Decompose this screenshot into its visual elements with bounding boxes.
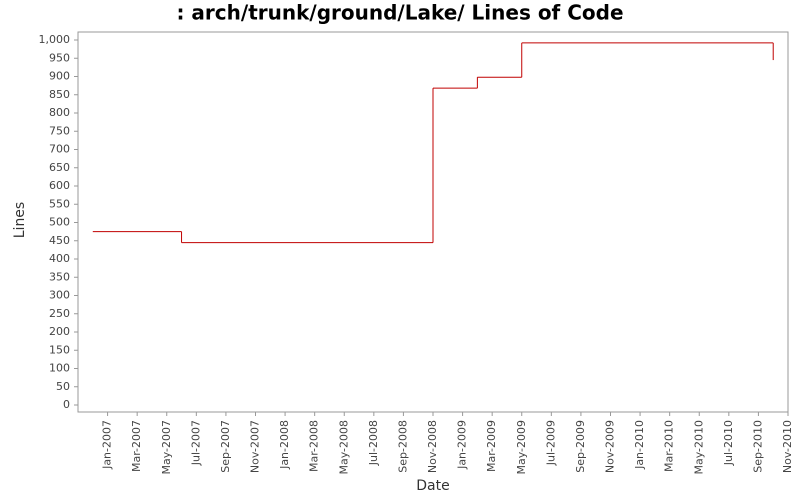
- x-tick-label: Nov-2007: [249, 420, 262, 473]
- y-tick-label: 200: [49, 325, 70, 338]
- y-tick-label: 450: [49, 234, 70, 247]
- x-tick-label: Jul-2010: [722, 420, 735, 466]
- y-tick-label: 550: [49, 197, 70, 210]
- y-tick-label: 250: [49, 307, 70, 320]
- x-tick-label: May-2007: [160, 420, 173, 475]
- x-tick-label: Nov-2010: [781, 420, 794, 473]
- x-tick-label: Jul-2009: [544, 420, 557, 466]
- x-tick-label: Jan-2009: [456, 420, 469, 470]
- y-tick-label: 50: [56, 380, 70, 393]
- x-tick-label: Sep-2007: [219, 420, 232, 473]
- y-tick-label: 500: [49, 216, 70, 229]
- x-tick-label: Sep-2008: [396, 420, 409, 473]
- y-axis-label: Lines: [12, 202, 28, 238]
- y-tick-label: 350: [49, 270, 70, 283]
- x-axis-label: Date: [416, 478, 449, 494]
- y-tick-label: 600: [49, 179, 70, 192]
- x-tick-label: May-2009: [515, 420, 528, 475]
- y-tick-label: 800: [49, 106, 70, 119]
- x-tick-label: May-2008: [337, 420, 350, 475]
- x-tick-label: Jul-2007: [189, 420, 202, 466]
- x-tick-label: Mar-2008: [308, 420, 321, 472]
- y-tick-label: 900: [49, 70, 70, 83]
- y-tick-label: 1,000: [39, 33, 71, 46]
- x-tick-label: Jan-2010: [633, 420, 646, 470]
- x-tick-label: Nov-2008: [426, 420, 439, 473]
- x-tick-label: Nov-2009: [604, 420, 617, 473]
- y-tick-label: 150: [49, 343, 70, 356]
- x-tick-label: Jul-2008: [367, 420, 380, 466]
- y-tick-label: 100: [49, 362, 70, 375]
- x-tick-label: Mar-2009: [485, 420, 498, 472]
- y-tick-label: 650: [49, 161, 70, 174]
- y-tick-label: 400: [49, 252, 70, 265]
- y-tick-label: 0: [63, 398, 70, 411]
- x-tick-label: Mar-2010: [663, 420, 676, 472]
- x-tick-label: Sep-2009: [574, 420, 587, 473]
- x-tick-label: Jan-2007: [101, 420, 114, 470]
- y-tick-label: 950: [49, 51, 70, 64]
- y-tick-label: 700: [49, 143, 70, 156]
- x-tick-label: Jan-2008: [278, 420, 291, 470]
- y-tick-label: 850: [49, 88, 70, 101]
- x-tick-label: Sep-2010: [751, 420, 764, 473]
- x-tick-label: May-2010: [692, 420, 705, 475]
- y-tick-label: 750: [49, 124, 70, 137]
- y-tick-label: 300: [49, 289, 70, 302]
- chart-title: : arch/trunk/ground/Lake/ Lines of Code: [176, 1, 623, 25]
- x-tick-label: Mar-2007: [130, 420, 143, 472]
